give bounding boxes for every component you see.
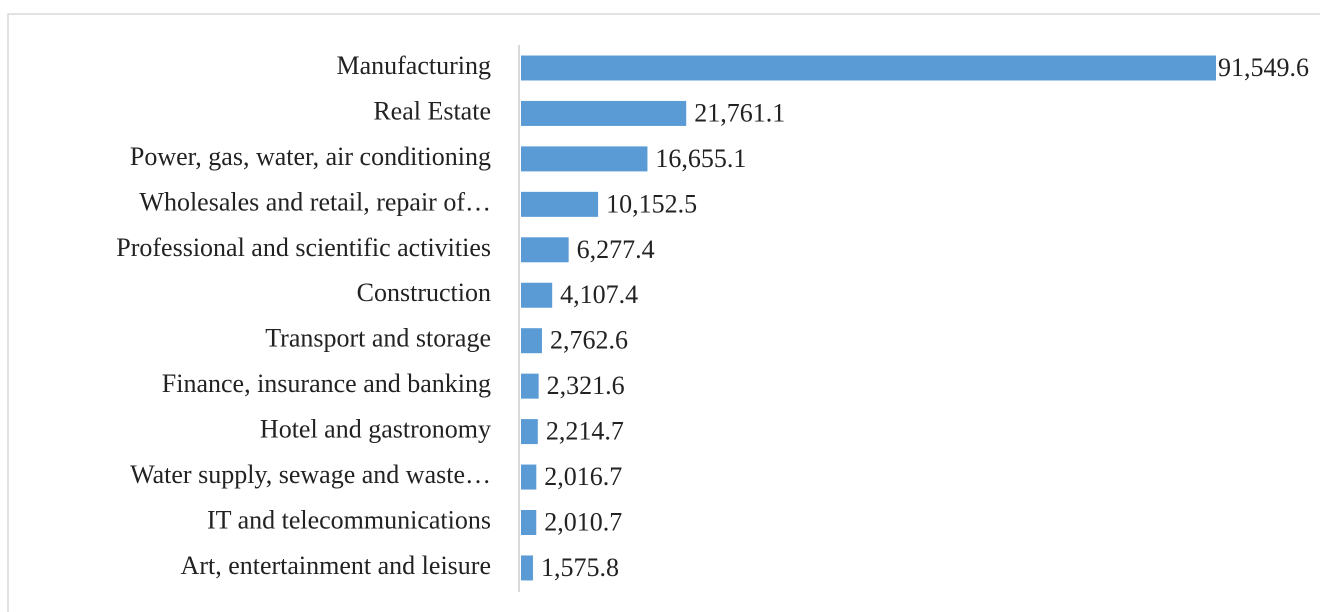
data-label: 2,321.6 [547,371,625,400]
data-label: 91,549.6 [1218,53,1309,82]
bar [521,55,1216,81]
y-tick-label: Water supply, sewage and waste… [130,460,491,489]
chart-frame [7,13,1320,612]
bar [521,510,537,535]
data-label: 6,277.4 [577,235,655,264]
bar [521,100,687,126]
bar [521,237,569,263]
bar [521,555,533,581]
data-label: 4,107.4 [560,280,638,309]
y-tick-label: Manufacturing [336,51,491,80]
y-tick-label: Real Estate [373,96,491,125]
y-tick-label: IT and telecommunications [207,505,491,534]
y-tick-label: Power, gas, water, air conditioning [130,142,491,171]
bar [521,373,539,399]
y-tick-label: Art, entertainment and leisure [181,551,491,580]
bar [521,464,537,490]
data-label: 2,762.6 [550,326,628,355]
bar [521,146,648,172]
data-label: 2,016.7 [544,462,622,491]
data-label: 10,152.5 [606,189,697,218]
y-tick-label: Finance, insurance and banking [162,369,491,398]
data-label: 2,010.7 [544,507,622,536]
data-label: 16,655.1 [655,144,746,173]
data-label: 1,575.8 [541,553,619,582]
data-label: 2,214.7 [546,417,624,446]
bar [521,419,538,445]
y-tick-label: Wholesales and retail, repair of… [139,187,491,216]
data-label: 21,761.1 [694,98,785,127]
bar [521,328,542,354]
bar [521,282,553,308]
y-tick-label: Construction [357,278,491,307]
bar [521,191,599,217]
y-tick-label: Transport and storage [265,324,491,353]
y-tick-label: Hotel and gastronomy [260,415,491,444]
y-tick-label: Professional and scientific activities [116,233,491,262]
